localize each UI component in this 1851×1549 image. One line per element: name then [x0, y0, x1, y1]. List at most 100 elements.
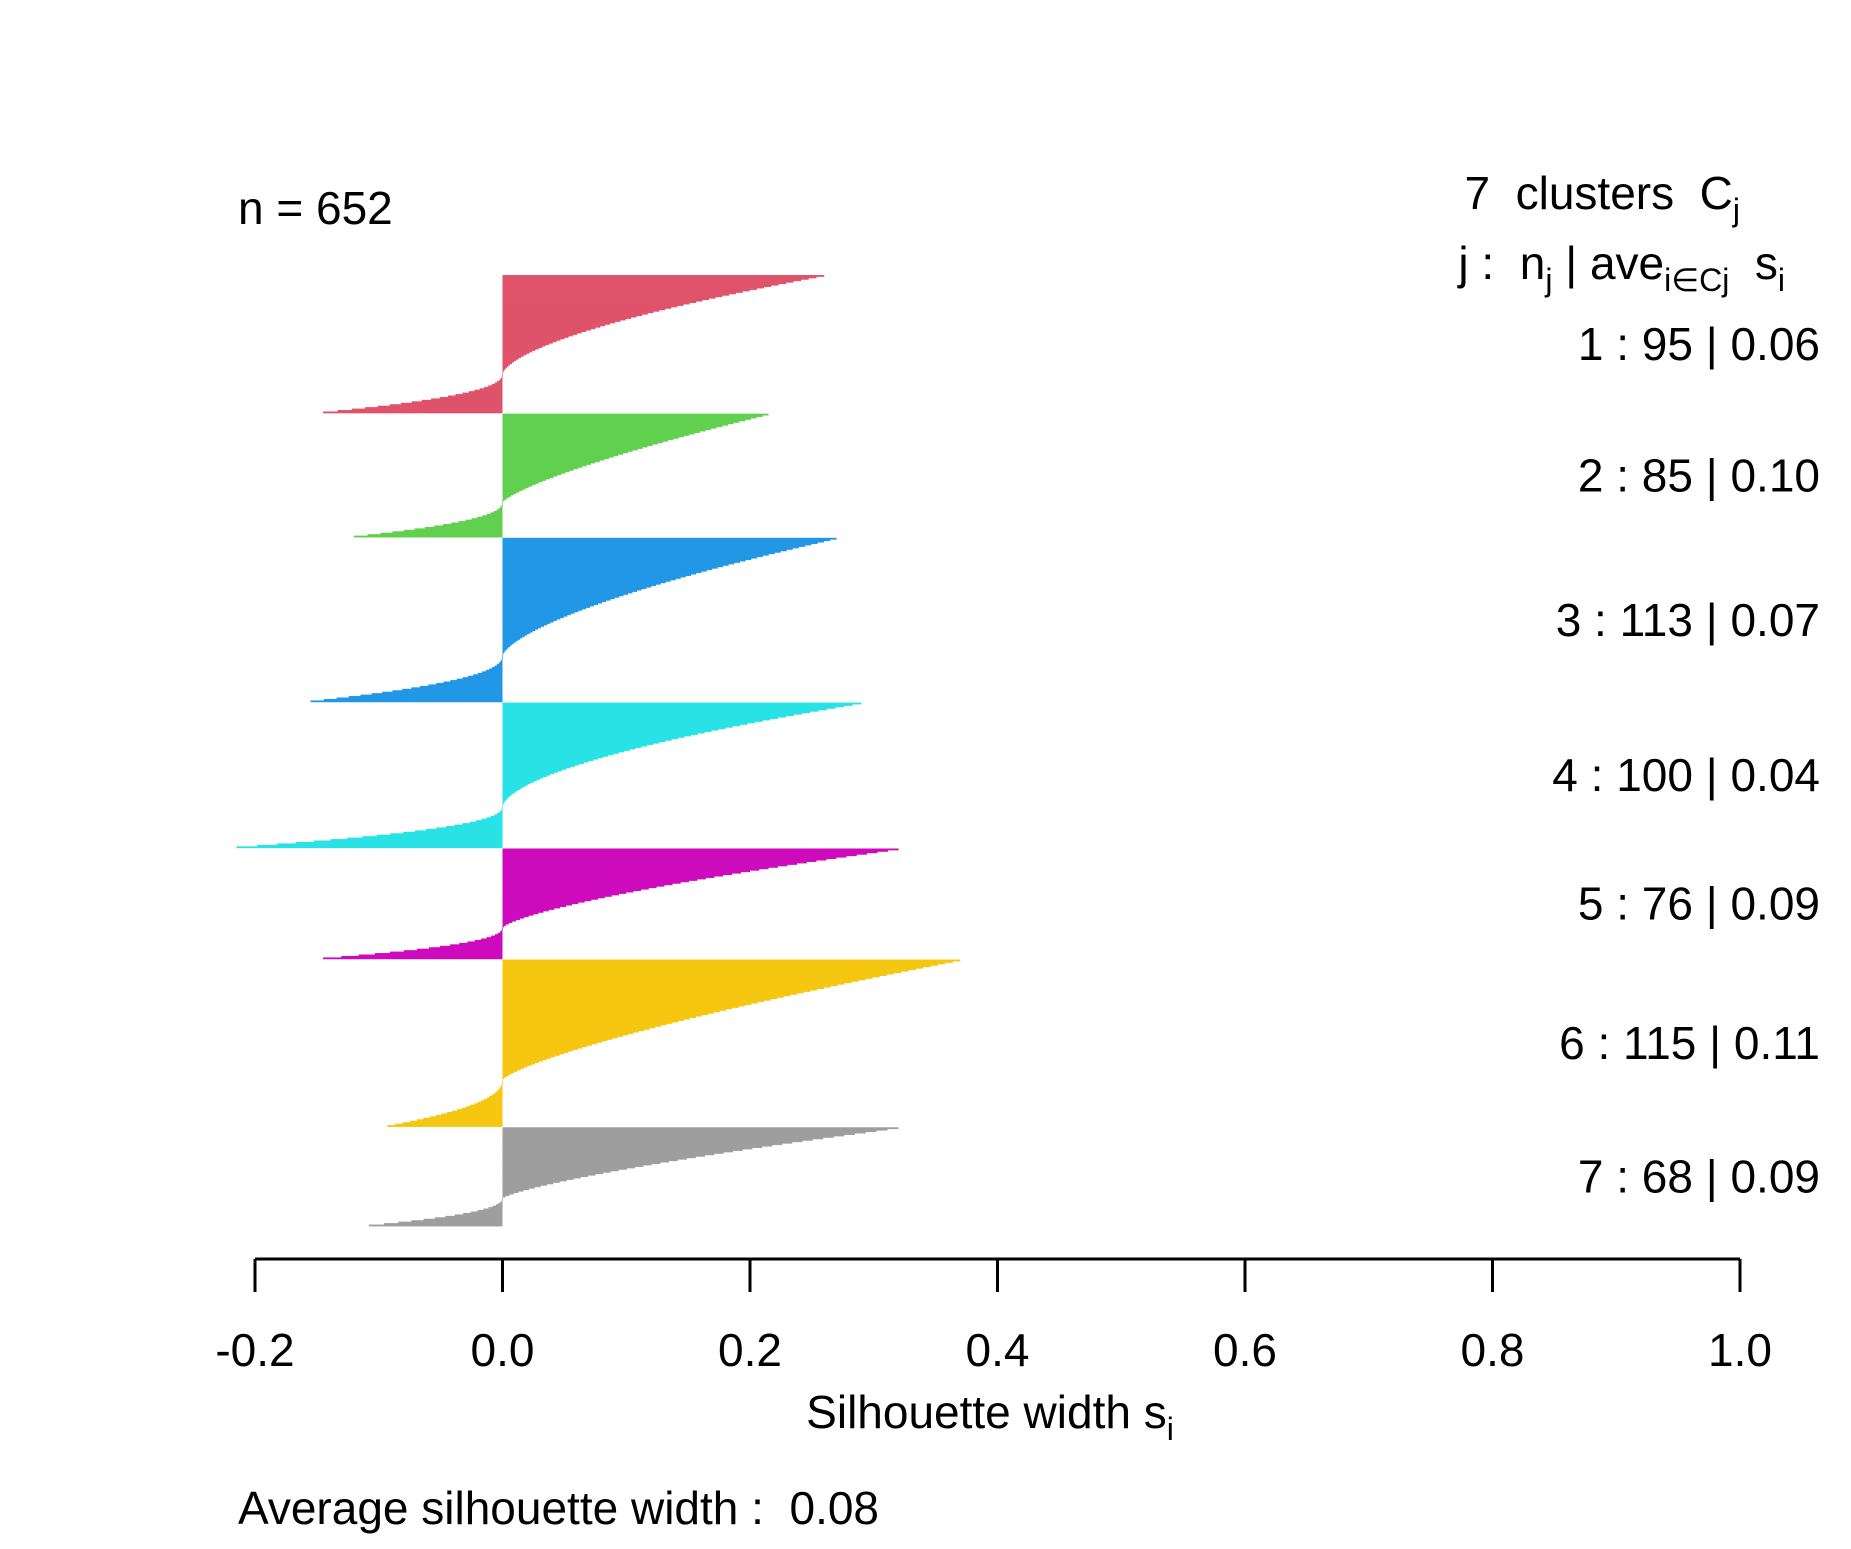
silhouette-bar-c2-71: [482, 515, 503, 518]
silhouette-bar-c6-29: [502, 1000, 765, 1003]
silhouette-bar-c1-44: [502, 337, 565, 340]
silhouette-bar-c6-108: [435, 1114, 503, 1117]
silhouette-bar-c4-100: [236, 846, 503, 849]
silhouette-bar-c4-72: [502, 805, 504, 808]
silhouette-bar-c6-16: [502, 981, 852, 984]
silhouette-bar-c3-53: [502, 613, 571, 616]
silhouette-bar-c4-96: [313, 840, 503, 843]
cluster-labels: 1 : 95 | 0.06 2 : 85 | 0.10 3 : 113 | 0.07…: [1552, 318, 1820, 1203]
silhouette-bar-c7-26: [502, 1163, 652, 1166]
silhouette-bar-c1-56: [502, 354, 524, 357]
silhouette-bar-c2-85: [354, 535, 503, 538]
silhouette-bars: [236, 275, 961, 1227]
silhouette-bar-c2-26: [502, 449, 633, 452]
silhouette-bar-c2-6: [502, 420, 740, 423]
silhouette-bar-c6-43: [502, 1020, 679, 1023]
silhouette-bar-c4-25: [502, 737, 679, 740]
silhouette-bar-c5-45: [502, 912, 539, 915]
silhouette-bar-c2-77: [442, 524, 503, 526]
silhouette-bar-c7-34: [502, 1175, 589, 1178]
silhouette-bar-c4-66: [502, 796, 509, 799]
silhouette-bar-c6-77: [502, 1069, 518, 1072]
silhouette-bar-c2-63: [502, 503, 503, 506]
silhouette-bar-c1-25: [502, 309, 660, 312]
silhouette-bar-c1-72: [500, 378, 503, 380]
legend-header-s: s: [1729, 237, 1778, 289]
silhouette-bar-c2-15: [502, 433, 690, 436]
silhouette-bar-c2-17: [502, 436, 679, 439]
silhouette-bar-c3-47: [502, 604, 594, 607]
silhouette-bar-c7-2: [502, 1128, 888, 1131]
silhouette-bar-c3-31: [502, 581, 666, 584]
silhouette-bar-c7-27: [502, 1165, 644, 1167]
silhouette-bar-c5-40: [502, 905, 567, 907]
silhouette-bar-c7-14: [502, 1146, 763, 1148]
silhouette-bar-c5-71: [403, 950, 503, 952]
silhouette-bar-c6-92: [495, 1091, 503, 1094]
silhouette-bar-c3-67: [502, 633, 528, 636]
silhouette-bar-c6-15: [502, 979, 859, 982]
silhouette-bar-c3-37: [502, 590, 638, 592]
silhouette-bar-c3-81: [502, 653, 504, 656]
silhouette-bar-c1-7: [502, 283, 779, 286]
silhouette-bar-c1-1: [502, 275, 825, 277]
silhouette-bar-c4-69: [502, 801, 505, 804]
silhouette-bar-c5-49: [502, 918, 520, 921]
silhouette-bar-c1-15: [502, 295, 723, 298]
silhouette-bar-c1-6: [502, 282, 787, 285]
silhouette-bar-c5-36: [502, 899, 592, 902]
silhouette-bar-c2-46: [502, 478, 547, 481]
silhouette-bar-c3-99: [450, 680, 503, 682]
silhouette-bar-c2-53: [502, 489, 523, 492]
silhouette-bar-c6-53: [502, 1035, 623, 1037]
silhouette-bar-c2-40: [502, 470, 570, 473]
silhouette-bar-c7-21: [502, 1156, 696, 1159]
silhouette-bar-c3-5: [502, 543, 812, 546]
silhouette-bar-c4-51: [502, 775, 547, 778]
silhouette-bar-c6-19: [502, 985, 831, 988]
silhouette-bar-c7-48: [502, 1195, 506, 1198]
silhouette-bar-c1-9: [502, 286, 765, 289]
silhouette-bar-c4-21: [502, 731, 705, 734]
silhouette-bar-c7-44: [502, 1189, 524, 1192]
silhouette-bar-c4-93: [362, 836, 503, 839]
silhouette-bar-c3-19: [502, 563, 729, 566]
silhouette-bar-c6-23: [502, 991, 804, 994]
silhouette-bar-c5-8: [502, 858, 827, 861]
silhouette-bar-c3-12: [502, 553, 769, 556]
silhouette-bar-c6-73: [502, 1064, 532, 1066]
silhouette-bar-c6-3: [502, 962, 946, 965]
silhouette-bar-c3-90: [492, 667, 503, 669]
silhouette-bar-c1-38: [502, 328, 591, 331]
silhouette-bar-c7-20: [502, 1154, 705, 1157]
silhouette-bar-c5-9: [502, 860, 817, 862]
silhouette-bar-c4-82: [475, 820, 503, 823]
silhouette-bar-c2-11: [502, 428, 712, 431]
silhouette-bar-c5-74: [358, 954, 503, 957]
silhouette-bar-c7-58: [477, 1210, 503, 1212]
silhouette-bar-c6-67: [502, 1055, 556, 1058]
silhouette-bar-c1-45: [502, 338, 561, 341]
silhouette-bar-c5-3: [502, 851, 878, 854]
silhouette-bar-c4-92: [376, 834, 503, 837]
silhouette-bar-c6-106: [446, 1112, 503, 1114]
silhouette-bar-c3-103: [420, 685, 503, 688]
silhouette-bar-c6-76: [502, 1068, 521, 1071]
silhouette-bar-c5-26: [502, 884, 665, 887]
silhouette-bar-c7-5: [502, 1133, 855, 1135]
silhouette-bar-c4-38: [502, 756, 604, 759]
silhouette-bar-c4-86: [445, 825, 503, 828]
silhouette-bar-c2-58: [502, 496, 509, 499]
silhouette-bar-c5-41: [502, 906, 561, 909]
legend-header-j: j : n: [1456, 237, 1545, 289]
silhouette-bar-c1-40: [502, 331, 582, 334]
x-tick-label-4: 0.6: [1213, 1324, 1277, 1376]
silhouette-bar-c3-80: [502, 652, 504, 655]
silhouette-bar-c3-11: [502, 552, 775, 555]
silhouette-bar-c5-25: [502, 883, 673, 886]
silhouette-bar-c2-48: [502, 481, 539, 484]
silhouette-bar-c4-64: [502, 794, 512, 796]
silhouette-bar-c5-33: [502, 894, 612, 897]
silhouette-bar-c1-61: [502, 362, 512, 364]
silhouette-bar-c1-3: [502, 277, 809, 280]
